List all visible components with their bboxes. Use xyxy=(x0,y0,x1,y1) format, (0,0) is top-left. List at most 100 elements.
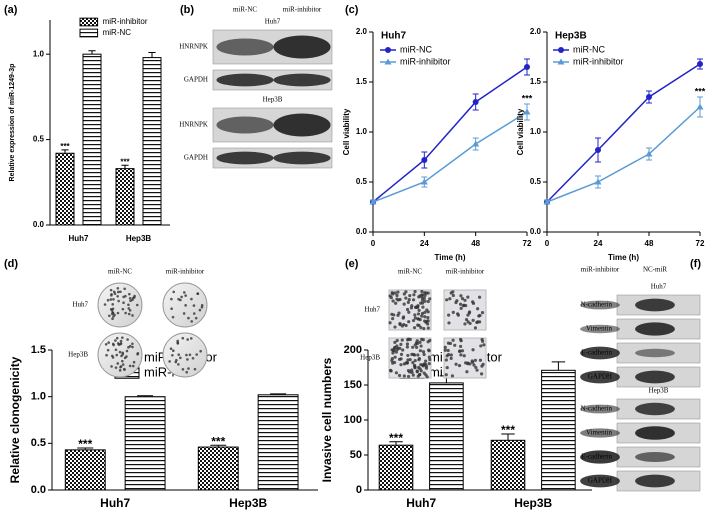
colony xyxy=(460,349,465,353)
colony xyxy=(136,352,140,355)
colony xyxy=(405,307,410,312)
colony xyxy=(458,349,462,354)
row-label: GAPDH xyxy=(184,154,208,162)
x-tick-label: 72 xyxy=(523,239,532,248)
colony xyxy=(424,359,428,363)
row-label: Hep3B xyxy=(360,354,380,362)
colony xyxy=(444,373,448,377)
colony xyxy=(467,311,471,315)
blot-band xyxy=(580,404,620,414)
colony xyxy=(399,363,403,367)
colony xyxy=(113,292,117,296)
colony xyxy=(445,298,449,302)
colony xyxy=(176,341,180,344)
colony xyxy=(111,317,114,321)
colony xyxy=(423,362,428,367)
colony xyxy=(108,314,111,318)
colony xyxy=(462,303,466,307)
colony xyxy=(389,295,393,300)
colony xyxy=(127,307,131,310)
colony xyxy=(472,363,476,367)
colony xyxy=(193,367,197,371)
colony xyxy=(413,290,417,294)
row-label: N-cadherin xyxy=(581,405,613,413)
y-tick-label: 2.0 xyxy=(356,27,368,36)
colony xyxy=(401,316,405,320)
colony xyxy=(120,354,123,358)
colony xyxy=(417,356,421,361)
colony xyxy=(135,303,139,307)
colony xyxy=(116,286,120,290)
colony xyxy=(479,344,483,348)
colony xyxy=(447,313,451,317)
y-tick-label: 0.5 xyxy=(31,437,46,449)
colony xyxy=(471,348,475,352)
colony xyxy=(114,348,118,352)
colony xyxy=(131,345,134,349)
x-tick-label: Hep3B xyxy=(514,496,552,510)
column-label: miR-NC xyxy=(233,6,257,14)
row-label: E-cadherin xyxy=(581,453,612,461)
colony xyxy=(105,353,108,357)
colony xyxy=(168,360,171,363)
colony xyxy=(448,297,452,301)
colony xyxy=(110,309,114,312)
column-label: miR-NC xyxy=(108,268,132,276)
colony xyxy=(393,291,397,295)
blot-band xyxy=(635,474,675,488)
colony xyxy=(405,342,410,346)
marker xyxy=(696,103,704,110)
colony xyxy=(392,313,396,317)
colony xyxy=(459,306,463,310)
error-bar xyxy=(61,149,69,154)
colony xyxy=(418,318,422,322)
y-axis-label: Invasive cell numbers xyxy=(320,357,334,482)
colony xyxy=(412,352,416,357)
bar xyxy=(115,168,135,226)
colony xyxy=(394,350,398,354)
error-bar xyxy=(77,447,94,450)
colony xyxy=(428,357,432,362)
colony xyxy=(170,297,173,301)
colony xyxy=(171,315,175,319)
colony xyxy=(473,358,477,362)
row-label: Hep3B xyxy=(68,351,88,359)
marker xyxy=(595,147,601,153)
colony xyxy=(131,364,135,368)
colony xyxy=(401,348,405,352)
colony xyxy=(106,298,110,302)
colony xyxy=(444,358,448,362)
colony xyxy=(185,370,189,374)
colony xyxy=(416,312,421,316)
row-label: GAPDH xyxy=(184,76,208,84)
colony xyxy=(406,369,411,373)
colony xyxy=(407,310,411,314)
colony xyxy=(396,290,400,294)
colony xyxy=(388,368,393,372)
colony xyxy=(450,374,455,378)
marker xyxy=(697,61,703,67)
colony xyxy=(407,337,411,341)
colony xyxy=(454,300,458,305)
colony xyxy=(119,342,122,346)
y-tick-label: 0.5 xyxy=(33,135,45,144)
colony xyxy=(478,358,483,362)
colony xyxy=(421,350,426,354)
error-bar xyxy=(270,393,287,395)
colony xyxy=(177,297,180,301)
panel-label: (f) xyxy=(690,258,701,270)
colony xyxy=(390,357,394,361)
group-label: Huh7 xyxy=(651,283,667,291)
column-label: miR-inhibitor xyxy=(581,266,620,274)
colony xyxy=(446,341,451,345)
colony xyxy=(400,338,404,342)
blot-band xyxy=(216,116,274,134)
colony xyxy=(481,362,485,366)
colony xyxy=(115,353,119,357)
colony xyxy=(126,338,129,341)
colony xyxy=(116,342,120,345)
colony xyxy=(190,320,194,323)
colony xyxy=(464,317,469,322)
colony xyxy=(415,370,419,374)
